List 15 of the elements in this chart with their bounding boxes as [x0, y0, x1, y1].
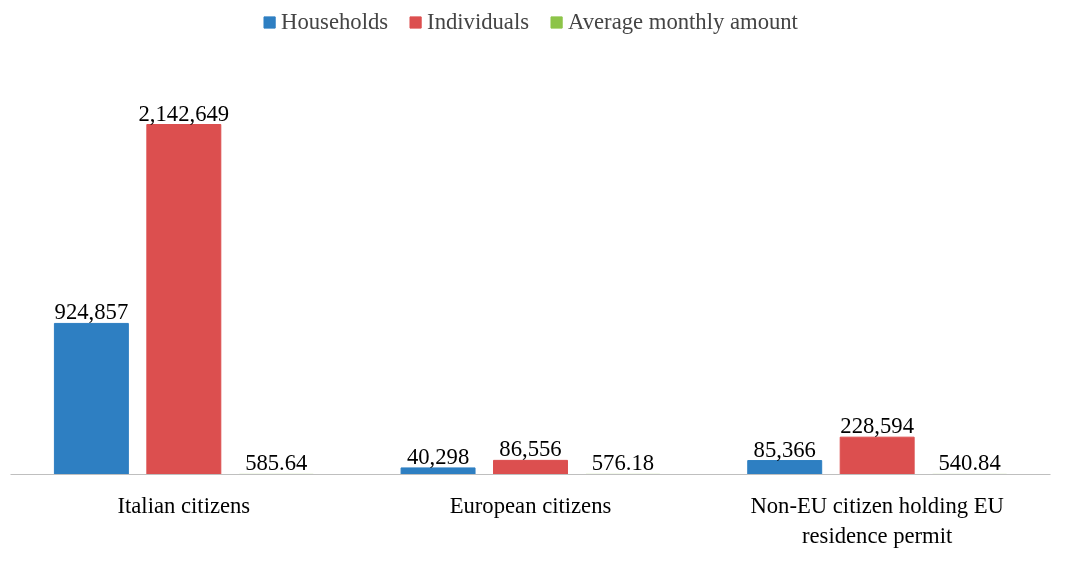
- data-label: 40,298: [406, 443, 470, 469]
- legend-label: Individuals: [427, 9, 530, 35]
- data-label: 85,366: [753, 436, 816, 462]
- data-label: 228,594: [840, 413, 914, 439]
- legend-label: Average monthly amount: [568, 9, 798, 35]
- x-tick-label: Italian citizens: [117, 492, 251, 518]
- data-label: 2,142,649: [138, 100, 230, 126]
- data-label: 576.18: [591, 450, 655, 476]
- data-label: 86,556: [499, 436, 562, 462]
- data-label: 540.84: [938, 450, 1001, 476]
- legend-label: Households: [281, 9, 389, 35]
- data-label: 585.64: [245, 450, 308, 476]
- x-tick-label: Non-EU citizen holding EU residence permit: [750, 492, 1004, 548]
- data-label: 924,857: [54, 299, 129, 325]
- x-tick-label: European citizens: [449, 492, 612, 518]
